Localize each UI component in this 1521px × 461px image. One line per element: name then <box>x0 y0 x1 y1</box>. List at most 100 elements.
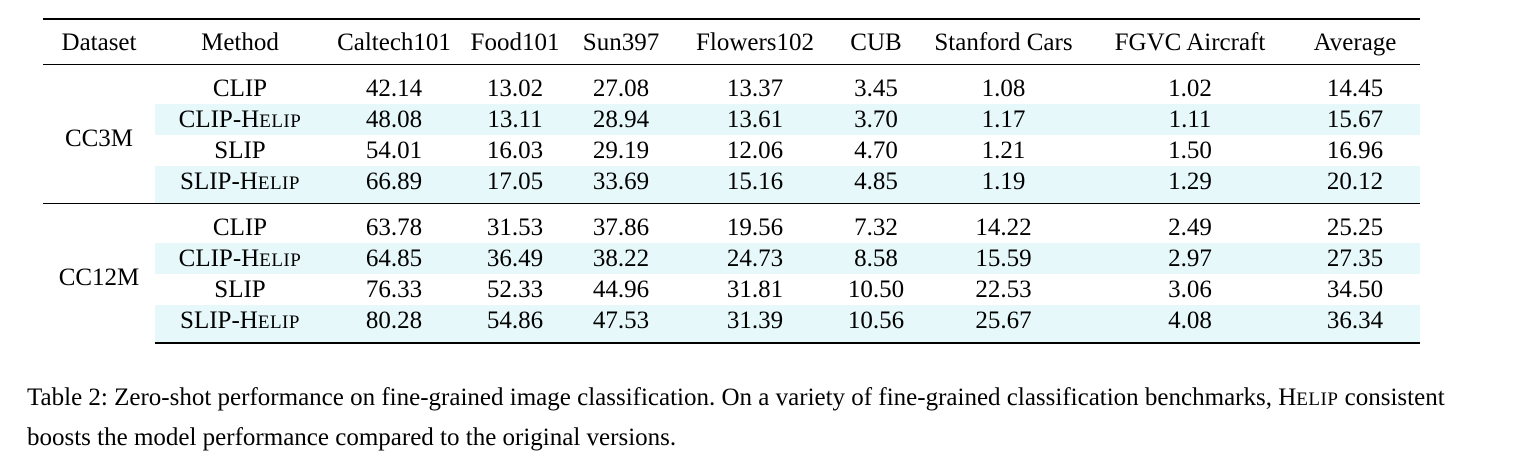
table-caption: Table 2: Zero-shot performance on fine-g… <box>27 379 1497 457</box>
value-cell: 44.96 <box>592 276 650 303</box>
value-cell: 3.70 <box>835 104 917 135</box>
value-cell: 13.02 <box>486 75 544 102</box>
value-cell: 29.19 <box>592 137 650 164</box>
value-cell: 38.22 <box>567 243 675 274</box>
value-cell: 1.50 <box>1168 137 1212 164</box>
table-row: CLIP-HELIP 48.08 13.11 28.94 13.61 3.70 1.17 1.… <box>43 104 1420 135</box>
header-sun397: Sun397 <box>582 28 660 56</box>
value-cell: 76.33 <box>365 276 423 303</box>
value-cell: 1.11 <box>1090 104 1290 135</box>
value-cell: 25.67 <box>917 305 1090 344</box>
caption-name-smallcaps: ELIP <box>1296 389 1339 410</box>
method-name-smallcaps: ELIP <box>257 312 300 333</box>
caption-prefix: Table 2: Zero-shot performance on fine-g… <box>27 384 1279 411</box>
value-cell: 14.45 <box>1326 75 1384 102</box>
value-cell: 54.86 <box>463 305 567 344</box>
value-cell: 42.14 <box>365 75 423 102</box>
value-cell: 22.53 <box>975 276 1032 303</box>
method-cell: SLIP <box>155 274 325 305</box>
method-cell: CLIP-HELIP <box>155 243 325 274</box>
table-row: SLIP 54.01 16.03 29.19 12.06 4.70 1.21 1.50 16.9… <box>43 135 1420 166</box>
header-average: Average <box>1313 28 1397 56</box>
table-row: CC3M CLIP 42.14 13.02 27.08 13.37 3.45 1.08 1.02… <box>43 65 1420 151</box>
value-cell: 66.89 <box>325 166 463 204</box>
value-cell: 80.28 <box>325 305 463 344</box>
value-cell: 13.37 <box>726 75 784 102</box>
value-cell: 25.25 <box>1290 203 1420 243</box>
dataset-cell: CC12M <box>43 203 155 343</box>
method-name: SLIP-H <box>180 168 258 195</box>
table-group-cc12m: CC12M CLIP 63.78 31.53 37.86 19.56 7.32 14.22 2.… <box>43 203 1420 344</box>
header-method: Method <box>201 28 279 56</box>
value-cell: 8.58 <box>835 243 917 274</box>
value-cell: 13.11 <box>463 104 567 135</box>
value-cell: 19.56 <box>675 203 835 243</box>
value-cell: 1.02 <box>1168 75 1212 102</box>
value-cell: 28.94 <box>567 104 675 135</box>
value-cell: 1.21 <box>981 137 1026 164</box>
value-cell: 2.49 <box>1090 203 1290 243</box>
header-flowers102: Flowers102 <box>695 28 815 56</box>
value-cell: 4.70 <box>854 137 898 164</box>
value-cell: 47.53 <box>567 305 675 344</box>
method-cell: SLIP-HELIP <box>155 305 325 344</box>
value-cell: 52.33 <box>486 276 544 303</box>
method-cell: CLIP-HELIP <box>155 104 325 135</box>
results-table: Dataset Method Caltech101 Food101 Sun397… <box>43 18 1420 344</box>
header-dataset: Dataset <box>61 28 137 56</box>
method-name: CLIP <box>212 214 268 241</box>
method-name: SLIP <box>214 137 266 164</box>
table-header-row: Dataset Method Caltech101 Food101 Sun397… <box>43 19 1420 65</box>
value-cell: 37.86 <box>567 203 675 243</box>
value-cell: 12.06 <box>726 137 784 164</box>
method-name: SLIP <box>214 276 266 303</box>
value-cell: 16.03 <box>486 137 544 164</box>
value-cell: 24.73 <box>675 243 835 274</box>
table-row: SLIP-HELIP 66.89 17.05 33.69 15.16 4.85 1.19 1.… <box>43 166 1420 204</box>
value-cell: 10.50 <box>847 276 905 303</box>
value-cell: 3.06 <box>1168 276 1212 303</box>
method-name-smallcaps: ELIP <box>259 111 302 132</box>
method-name: CLIP <box>212 75 268 102</box>
value-cell: 64.85 <box>325 243 463 274</box>
value-cell: 10.56 <box>835 305 917 344</box>
value-cell: 17.05 <box>463 166 567 204</box>
value-cell: 63.78 <box>325 203 463 243</box>
value-cell: 4.85 <box>835 166 917 204</box>
value-cell: 1.19 <box>917 166 1090 204</box>
method-name: CLIP-H <box>178 106 260 133</box>
method-name-smallcaps: ELIP <box>259 250 302 271</box>
value-cell: 14.22 <box>917 203 1090 243</box>
value-cell: 16.96 <box>1326 137 1384 164</box>
value-cell: 27.35 <box>1290 243 1420 274</box>
caption-name-h: H <box>1278 384 1297 411</box>
table-row: SLIP-HELIP 80.28 54.86 47.53 31.39 10.56 25.67… <box>43 305 1420 344</box>
value-cell: 15.59 <box>917 243 1090 274</box>
value-cell: 31.81 <box>726 276 784 303</box>
value-cell: 1.29 <box>1090 166 1290 204</box>
method-name-smallcaps: ELIP <box>257 173 300 194</box>
value-cell: 54.01 <box>365 137 423 164</box>
value-cell: 48.08 <box>325 104 463 135</box>
value-cell: 20.12 <box>1290 166 1420 204</box>
value-cell: 1.17 <box>917 104 1090 135</box>
header-food101: Food101 <box>470 28 560 56</box>
method-cell: CLIP <box>155 203 325 243</box>
value-cell: 36.34 <box>1290 305 1420 344</box>
value-cell: 15.16 <box>675 166 835 204</box>
dataset-cell: CC3M <box>64 124 134 152</box>
value-cell: 27.08 <box>592 75 650 102</box>
value-cell: 3.45 <box>854 75 898 102</box>
value-cell: 34.50 <box>1326 276 1384 303</box>
caption-suffix: consistent boosts the model performance … <box>27 384 1445 451</box>
value-cell: 15.67 <box>1290 104 1420 135</box>
value-cell: 36.49 <box>463 243 567 274</box>
value-cell: 31.39 <box>675 305 835 344</box>
value-cell: 1.08 <box>981 75 1026 102</box>
results-table-container: Dataset Method Caltech101 Food101 Sun397… <box>43 18 1420 344</box>
header-caltech101: Caltech101 <box>337 28 451 56</box>
method-name: CLIP-H <box>178 245 260 272</box>
value-cell: 2.97 <box>1090 243 1290 274</box>
value-cell: 4.08 <box>1090 305 1290 344</box>
value-cell: 31.53 <box>463 203 567 243</box>
